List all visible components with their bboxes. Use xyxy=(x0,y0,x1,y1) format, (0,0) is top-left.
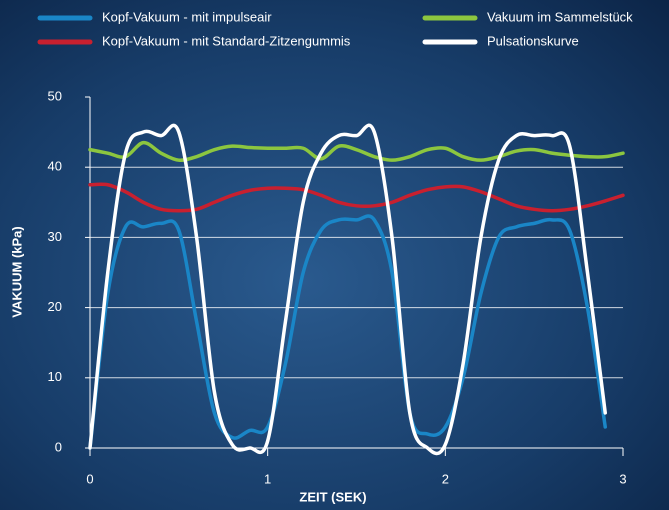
series-line xyxy=(88,214,607,450)
series-line xyxy=(88,140,625,163)
legend-label: Pulsationskurve xyxy=(487,33,579,48)
y-tick-label: 20 xyxy=(48,299,62,314)
x-tick-label: 1 xyxy=(264,471,271,486)
series-line xyxy=(88,182,625,213)
series-line xyxy=(88,123,607,456)
y-tick-label: 50 xyxy=(48,88,62,103)
y-tick-label: 40 xyxy=(48,159,62,174)
x-tick-label: 2 xyxy=(442,471,449,486)
y-axis-title: VAKUUM (kPa) xyxy=(9,226,24,318)
x-tick-label: 0 xyxy=(86,471,93,486)
legend-label: Vakuum im Sammelstück xyxy=(487,9,633,24)
legend-label: Kopf-Vakuum - mit impulseair xyxy=(102,9,272,24)
x-axis-title: ZEIT (SEK) xyxy=(299,489,366,504)
x-tick-label: 3 xyxy=(619,471,626,486)
y-tick-label: 30 xyxy=(48,229,62,244)
legend-label: Kopf-Vakuum - mit Standard-Zitzengummis xyxy=(102,33,351,48)
y-tick-label: 10 xyxy=(48,369,62,384)
y-tick-label: 0 xyxy=(55,439,62,454)
